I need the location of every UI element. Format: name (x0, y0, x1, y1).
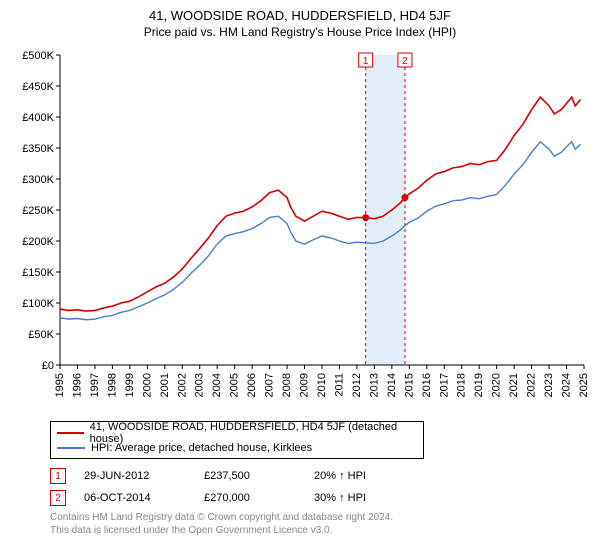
svg-text:2: 2 (402, 56, 408, 67)
svg-text:2011: 2011 (333, 373, 345, 397)
svg-text:2013: 2013 (368, 373, 380, 397)
legend: 41, WOODSIDE ROAD, HUDDERSFIELD, HD4 5JF… (50, 421, 424, 459)
svg-text:£150K: £150K (22, 267, 54, 279)
price-chart-card: 41, WOODSIDE ROAD, HUDDERSFIELD, HD4 5JF… (0, 0, 600, 560)
svg-text:2006: 2006 (246, 373, 258, 397)
svg-text:£500K: £500K (22, 50, 54, 62)
svg-text:2015: 2015 (403, 373, 415, 397)
attribution: Contains HM Land Registry data © Crown c… (50, 511, 588, 537)
svg-text:1995: 1995 (54, 373, 66, 397)
svg-text:2025: 2025 (578, 373, 588, 397)
chart-title: 41, WOODSIDE ROAD, HUDDERSFIELD, HD4 5JF (12, 8, 588, 23)
transaction-date: 29-JUN-2012 (84, 470, 174, 482)
attribution-line: This data is licensed under the Open Gov… (50, 524, 588, 537)
transaction-row: 1 29-JUN-2012 £237,500 20% ↑ HPI (50, 467, 588, 485)
transaction-vs-hpi: 20% ↑ HPI (314, 470, 366, 482)
legend-item-property: 41, WOODSIDE ROAD, HUDDERSFIELD, HD4 5JF… (57, 425, 417, 440)
svg-text:1998: 1998 (106, 373, 118, 397)
svg-text:2000: 2000 (141, 373, 153, 397)
svg-text:£200K: £200K (22, 236, 54, 248)
transaction-row: 2 06-OCT-2014 £270,000 30% ↑ HPI (50, 489, 588, 507)
legend-swatch-property (57, 432, 84, 434)
svg-text:2005: 2005 (229, 373, 241, 397)
svg-text:2014: 2014 (386, 373, 398, 397)
svg-text:£450K: £450K (22, 81, 54, 93)
transaction-date: 06-OCT-2014 (84, 492, 174, 504)
svg-text:2002: 2002 (176, 373, 188, 397)
svg-text:1: 1 (363, 56, 369, 67)
svg-text:2008: 2008 (281, 373, 293, 397)
transaction-price: £270,000 (204, 492, 284, 504)
svg-text:£50K: £50K (28, 329, 54, 341)
transactions-table: 1 29-JUN-2012 £237,500 20% ↑ HPI 2 06-OC… (50, 467, 588, 507)
svg-text:2022: 2022 (526, 373, 538, 397)
transaction-price: £237,500 (204, 470, 284, 482)
chart-area: £0 £50K £100K £150K £200K £250K £300K £350K £400… (12, 45, 588, 415)
svg-text:1997: 1997 (89, 373, 101, 397)
chart-subtitle: Price paid vs. HM Land Registry's House … (12, 25, 588, 39)
svg-text:2003: 2003 (194, 373, 206, 397)
transaction-vs-hpi: 30% ↑ HPI (314, 492, 366, 504)
svg-text:2007: 2007 (264, 373, 276, 397)
svg-text:2021: 2021 (508, 373, 520, 397)
svg-text:2010: 2010 (316, 373, 328, 397)
attribution-line: Contains HM Land Registry data © Crown c… (50, 511, 588, 524)
legend-swatch-hpi (57, 447, 85, 449)
svg-text:£250K: £250K (22, 205, 54, 217)
line-chart: £0 £50K £100K £150K £200K £250K £300K £350K £400… (12, 45, 588, 415)
svg-text:2001: 2001 (159, 373, 171, 397)
svg-text:2018: 2018 (456, 373, 468, 397)
svg-text:2023: 2023 (543, 373, 555, 397)
svg-text:£400K: £400K (22, 112, 54, 124)
svg-text:2009: 2009 (299, 373, 311, 397)
svg-text:£350K: £350K (22, 143, 54, 155)
svg-text:£300K: £300K (22, 174, 54, 186)
svg-text:2012: 2012 (351, 373, 363, 397)
svg-text:£100K: £100K (22, 298, 54, 310)
svg-text:2016: 2016 (421, 373, 433, 397)
transaction-marker-1: 1 (50, 468, 66, 484)
svg-text:2020: 2020 (491, 373, 503, 397)
svg-text:2004: 2004 (211, 373, 223, 397)
svg-text:1999: 1999 (124, 373, 136, 397)
legend-label-hpi: HPI: Average price, detached house, Kirk… (91, 442, 312, 454)
transaction-marker-2: 2 (50, 490, 66, 506)
svg-text:2019: 2019 (473, 373, 485, 397)
svg-text:2024: 2024 (561, 373, 573, 397)
svg-text:1996: 1996 (71, 373, 83, 397)
svg-text:£0: £0 (42, 360, 54, 372)
svg-text:2017: 2017 (438, 373, 450, 397)
